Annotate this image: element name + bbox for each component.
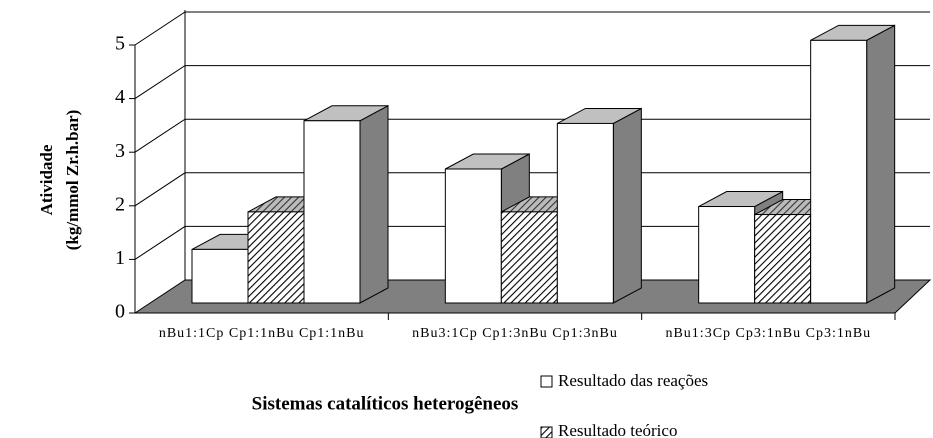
y-axis-label: Atividade	[37, 144, 56, 215]
grid-line	[134, 225, 930, 260]
legend-swatch	[540, 426, 553, 438]
legend-label: Resultado teórico	[558, 421, 677, 438]
x-axis-label: Sistemas catalíticos heterogêneos	[252, 393, 519, 414]
bar	[698, 206, 756, 304]
bar	[556, 122, 614, 304]
y-tick-label: 4	[115, 86, 125, 108]
legend-label: Resultado das reações	[558, 371, 708, 390]
legend-swatch	[540, 375, 553, 388]
bar-side	[866, 24, 896, 304]
y-tick-label: 3	[115, 140, 125, 162]
bar-side	[612, 107, 642, 304]
y-tick-label: 5	[115, 33, 125, 55]
grid-line	[134, 65, 930, 100]
y-tick-label: 0	[115, 301, 125, 323]
bar	[247, 211, 305, 304]
grid-line	[134, 11, 930, 46]
bar	[810, 39, 868, 304]
x-tick-label: nBu1:3Cp Cp3:1nBu Cp3:1nBu	[665, 326, 871, 341]
grid-line	[134, 172, 930, 207]
bar	[444, 168, 502, 304]
bar	[500, 211, 558, 304]
bar-side	[359, 104, 389, 304]
y-axis-label: (kg/mmol Zr.h.bar)	[63, 110, 82, 251]
y-tick-label: 2	[115, 193, 125, 215]
grid-line	[134, 118, 930, 153]
x-tick-label: nBu3:1Cp Cp1:3nBu Cp1:3nBu	[412, 326, 618, 341]
x-tick-label: nBu1:1Cp Cp1:1nBu Cp1:1nBu	[159, 326, 365, 341]
bar	[191, 248, 249, 304]
bar	[754, 214, 812, 304]
bar	[303, 120, 361, 304]
y-tick-label: 1	[115, 247, 125, 269]
